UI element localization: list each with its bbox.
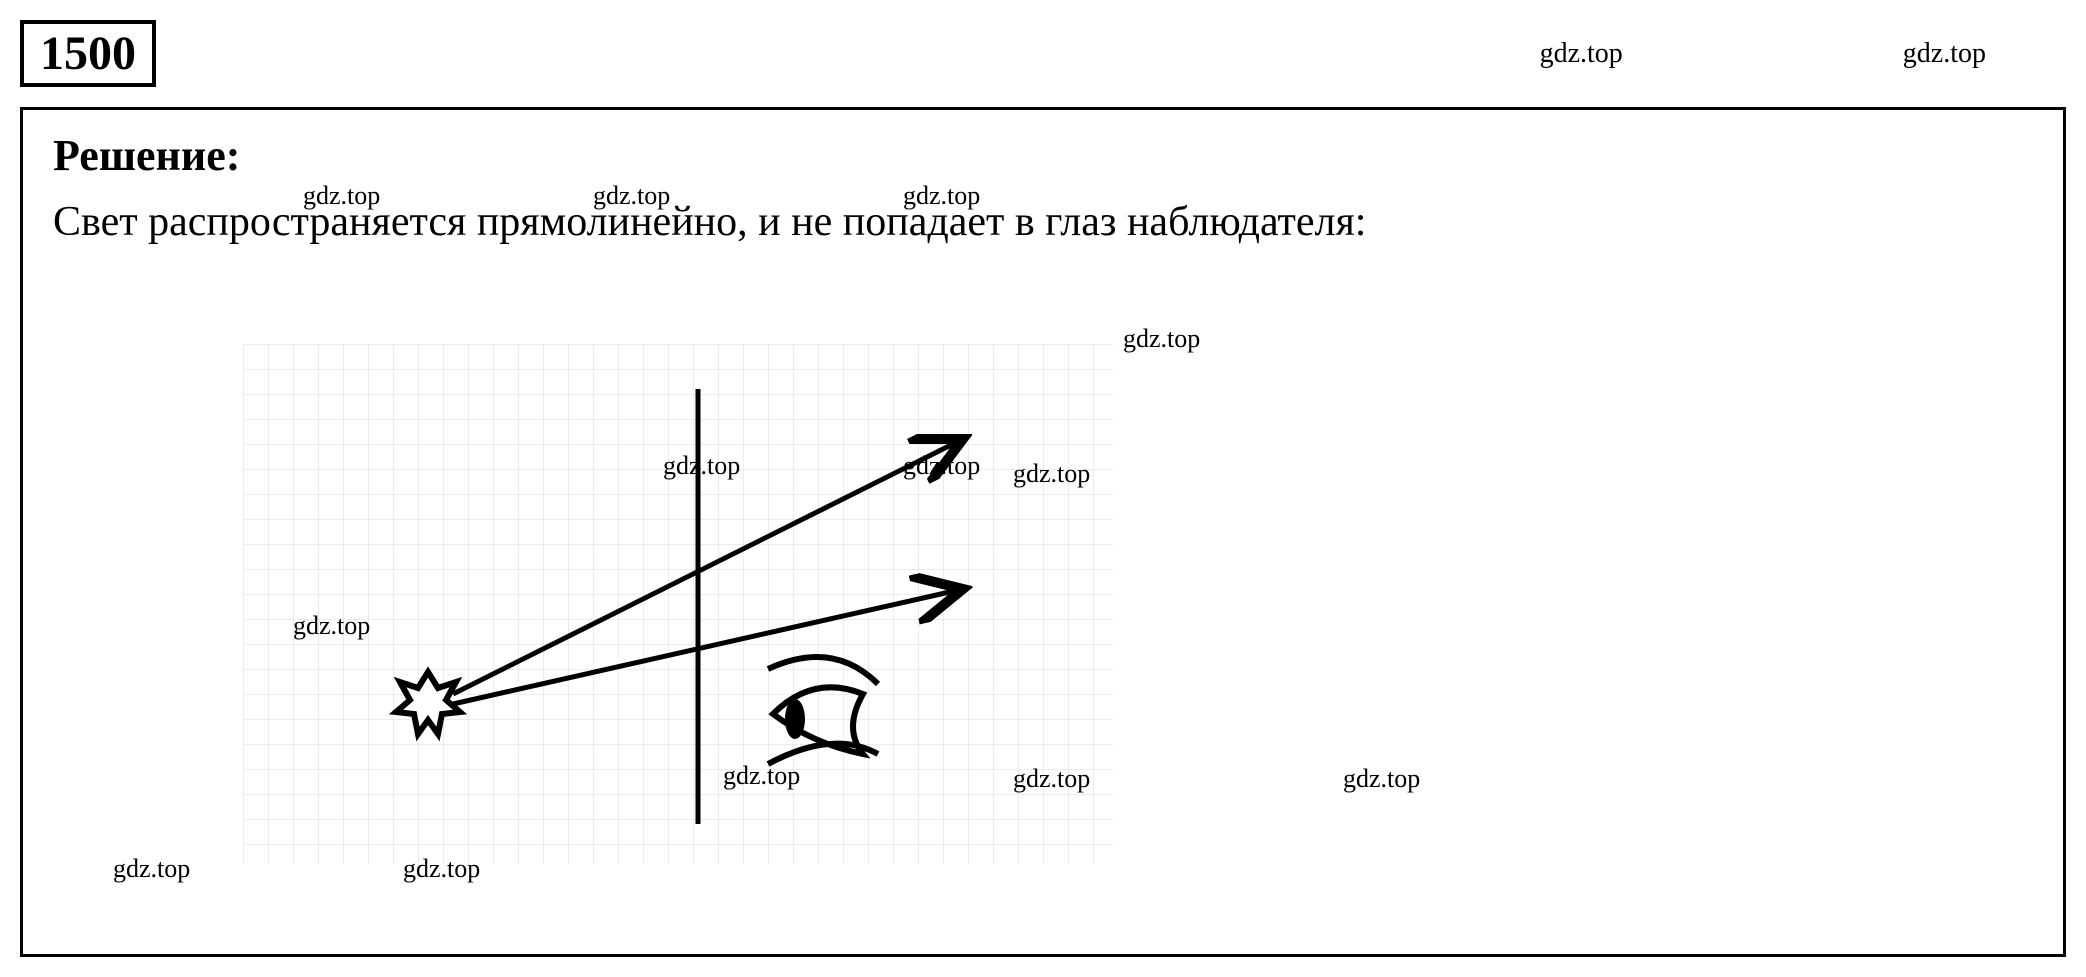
watermark-grid-4: gdz.top [723, 761, 800, 790]
watermark-text-3: gdz.top [903, 181, 980, 211]
watermark-out-6: gdz.top [403, 854, 480, 884]
watermark-top-1: gdz.top [1540, 38, 1623, 70]
diagram-area: gdz.top gdz.top gdz.top gdz.top gdz.top … [53, 284, 2033, 884]
watermark-out-3: gdz.top [1013, 764, 1090, 794]
watermark-out-2: gdz.top [1013, 459, 1090, 489]
page-container: 1500 gdz.top gdz.top Решение: gdz.top gd… [20, 20, 2066, 957]
watermark-text-2: gdz.top [593, 181, 670, 211]
solution-box: Решение: gdz.top gdz.top gdz.top Свет ра… [20, 107, 2066, 957]
solution-title: Решение: [53, 130, 2033, 181]
ray-lower [453, 589, 963, 704]
watermark-grid-1: gdz.top [663, 451, 740, 480]
watermark-out-1: gdz.top [1123, 324, 1200, 354]
eye-icon [768, 657, 878, 764]
watermark-top-2: gdz.top [1903, 38, 1986, 70]
ray-diagram: gdz.top gdz.top gdz.top gdz.top [243, 344, 1113, 864]
header-row: 1500 gdz.top gdz.top [20, 20, 2066, 87]
watermark-grid-2: gdz.top [903, 451, 980, 480]
watermark-grid-3: gdz.top [293, 611, 370, 640]
solution-text-row: gdz.top gdz.top gdz.top Свет распростран… [53, 191, 2033, 254]
watermark-out-5: gdz.top [113, 854, 190, 884]
star-icon [396, 672, 460, 734]
watermark-text-1: gdz.top [303, 181, 380, 211]
watermark-out-4: gdz.top [1343, 764, 1420, 794]
problem-number: 1500 [20, 20, 156, 87]
watermarks-top: gdz.top gdz.top [1540, 38, 1986, 70]
